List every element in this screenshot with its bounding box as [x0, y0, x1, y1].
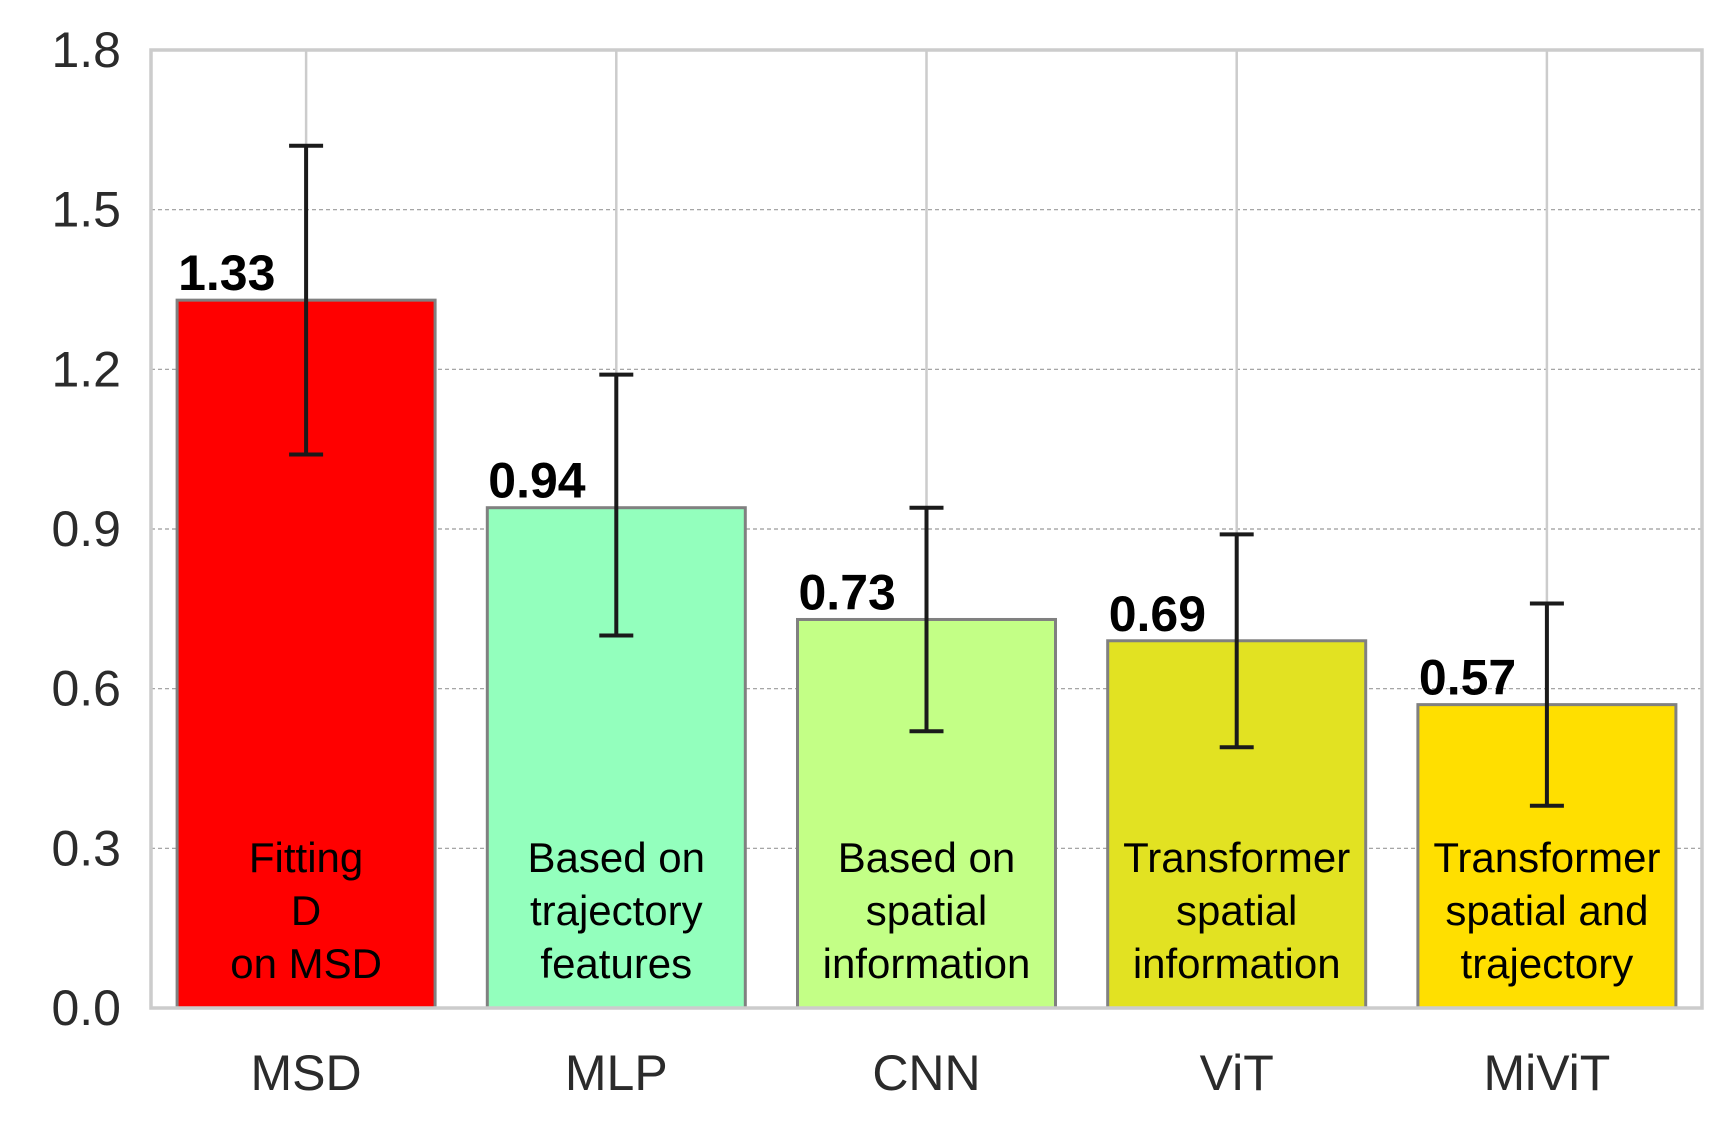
bar-annotation: spatial and: [1445, 887, 1648, 934]
error-bars-layer: [289, 143, 1564, 808]
x-tick-label: ViT: [1200, 1045, 1274, 1101]
bar-annotation: Fitting: [249, 834, 363, 881]
y-tick-label: 0.6: [51, 661, 121, 717]
bar-annotation: spatial: [866, 887, 987, 934]
bar-annotation: features: [540, 940, 692, 987]
plot-frame: [149, 48, 1704, 1010]
bar-vit: [1106, 639, 1368, 1010]
bar-annotation: information: [823, 940, 1031, 987]
bar-annotation: Based on: [838, 834, 1015, 881]
x-tick-label: MSD: [251, 1045, 362, 1101]
data-label: 0.73: [799, 564, 896, 620]
data-label: 0.57: [1419, 650, 1516, 706]
labels-layer: 1.33 0.94 0.73 0.69 0.57 Fitting Don MSD Based …: [178, 245, 1660, 987]
data-label: 0.94: [488, 453, 586, 509]
bar-annotation: trajectory: [530, 887, 703, 934]
bar-annotation: information: [1133, 940, 1341, 987]
y-tick-label: 0.3: [51, 820, 121, 876]
data-label: 0.69: [1109, 586, 1206, 642]
y-tick-label: 0.9: [51, 501, 121, 557]
y-tick-label: 1.8: [51, 22, 121, 78]
y-tick-label: 1.5: [51, 182, 121, 238]
y-tick-label: 1.2: [51, 341, 121, 397]
bar-annotation: trajectory: [1461, 940, 1634, 987]
bar-annotation: Transformer: [1433, 834, 1660, 881]
bar-annotation: on MSD: [230, 940, 382, 987]
x-tick-label: CNN: [872, 1045, 980, 1101]
y-tick-label: 0.0: [51, 980, 121, 1036]
bar-annotation: Based on: [528, 834, 705, 881]
bar-annotation: Transformer: [1123, 834, 1350, 881]
axes-layer: 0.0 0.3 0.6 0.9 1.2 1.5 1.8 MSD MLP CNN ViT MiViT: [51, 22, 1704, 1101]
x-tick-label: MiViT: [1483, 1045, 1610, 1101]
bar-annotation: spatial: [1176, 887, 1297, 934]
data-label: 1.33: [178, 245, 275, 301]
bar-annotation: D: [291, 887, 321, 934]
x-tick-label: MLP: [565, 1045, 668, 1101]
